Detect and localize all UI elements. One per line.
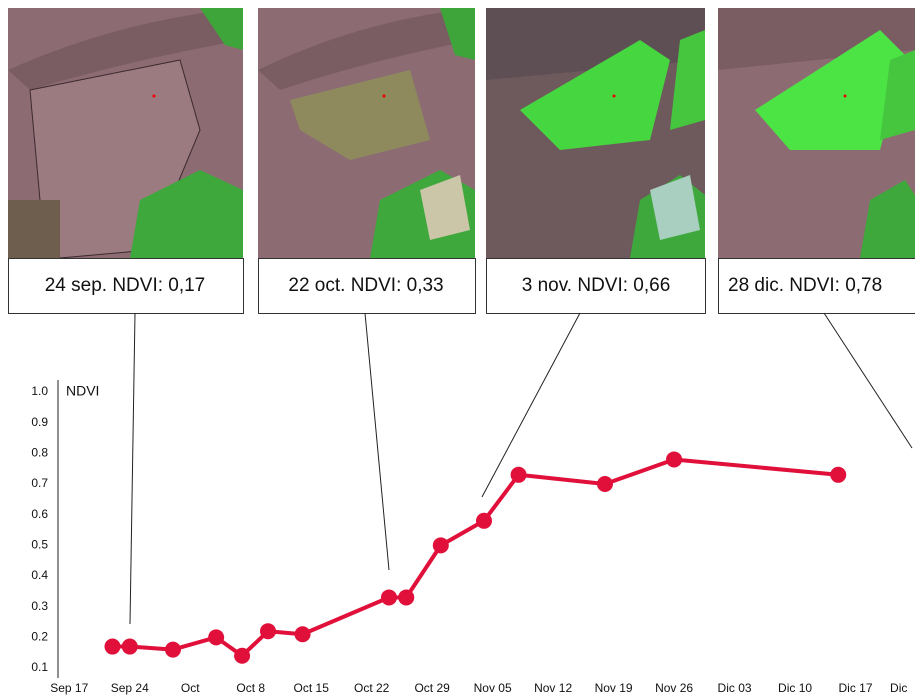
data-point xyxy=(234,647,251,664)
data-point xyxy=(380,589,397,606)
data-point xyxy=(121,638,138,655)
satellite-image xyxy=(8,8,243,258)
x-tick-label: Oct 22 xyxy=(354,681,390,695)
panel-label: 28 dic. NDVI: 0,78 xyxy=(728,275,882,296)
connector xyxy=(823,312,913,449)
connector xyxy=(481,312,581,498)
x-tick-label: Nov 19 xyxy=(595,681,633,695)
satellite-image xyxy=(258,8,475,258)
connectors xyxy=(129,312,913,625)
y-tick-label: 0.2 xyxy=(31,630,48,644)
x-tick-label: Dic xyxy=(890,681,907,695)
panel-label: 3 nov. NDVI: 0,66 xyxy=(522,275,671,296)
data-point xyxy=(294,626,311,643)
y-tick-label: 0.8 xyxy=(31,446,48,460)
label-box xyxy=(258,258,476,314)
label-box xyxy=(8,258,244,314)
y-tick-label: 0.3 xyxy=(31,599,48,613)
x-tick-label: Oct 8 xyxy=(236,681,265,695)
label-box xyxy=(486,258,706,314)
x-tick-label: Dic 17 xyxy=(839,681,873,695)
data-point xyxy=(432,537,449,554)
x-tick-label: Nov 26 xyxy=(655,681,693,695)
x-tick-label: Dic 03 xyxy=(718,681,752,695)
panel-label: 22 oct. NDVI: 0,33 xyxy=(288,275,443,296)
ndvi-line xyxy=(112,457,839,658)
data-point xyxy=(398,589,415,606)
x-tick-label: Oct xyxy=(181,681,200,695)
data-point xyxy=(164,641,181,658)
y-tick-label: 0.9 xyxy=(31,415,48,429)
x-tick-label: Sep 17 xyxy=(50,681,88,695)
data-point xyxy=(666,451,683,468)
data-point xyxy=(104,638,121,655)
satellite-image xyxy=(718,8,915,258)
x-tick-label: Sep 24 xyxy=(111,681,149,695)
x-tick-label: Oct 29 xyxy=(414,681,450,695)
data-point xyxy=(208,629,225,646)
y-tick-label: 0.1 xyxy=(31,660,48,674)
y-tick-label: 1.0 xyxy=(31,384,48,398)
y-tick-label: 0.4 xyxy=(31,568,48,582)
satellite-image xyxy=(486,8,705,258)
label-box xyxy=(718,258,915,314)
y-tick-label: 0.5 xyxy=(31,538,48,552)
data-point xyxy=(596,476,613,492)
panel-label: 24 sep. NDVI: 0,17 xyxy=(45,275,206,296)
y-tick-label: 0.7 xyxy=(31,476,48,490)
x-tick-label: Dic 10 xyxy=(778,681,812,695)
connector xyxy=(364,312,390,571)
data-point xyxy=(476,512,492,529)
data-point xyxy=(510,466,527,483)
connector xyxy=(129,312,136,625)
data-point xyxy=(830,466,847,483)
y-axis-label: NDVI xyxy=(66,383,99,399)
x-tick-label: Nov 05 xyxy=(474,681,512,695)
x-tick-label: Nov 12 xyxy=(534,681,572,695)
y-tick-label: 0.6 xyxy=(31,507,48,521)
x-tick-label: Oct 15 xyxy=(294,681,330,695)
data-point xyxy=(260,623,276,640)
